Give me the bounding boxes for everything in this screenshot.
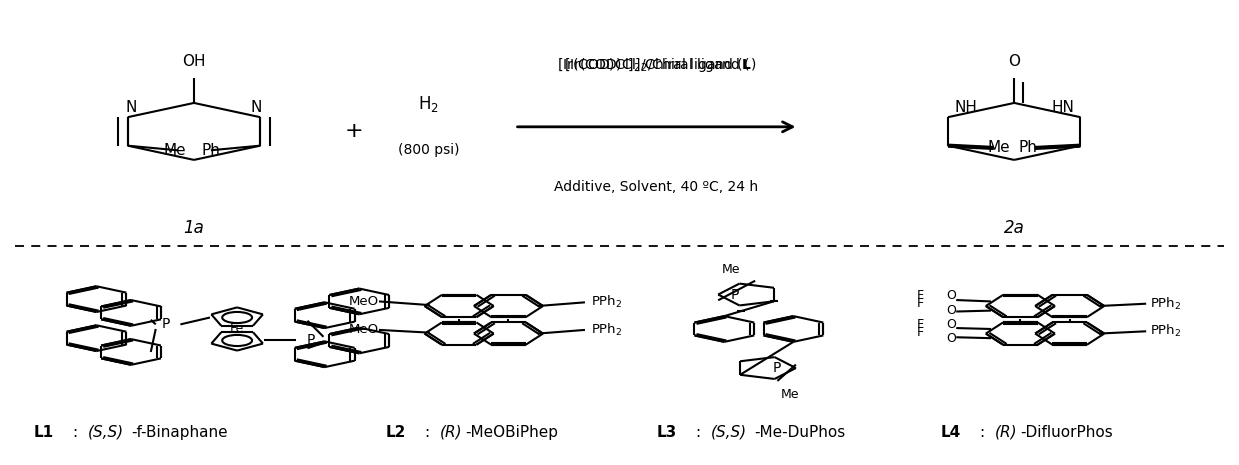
Text: Me: Me — [781, 388, 799, 401]
Text: -MeOBiPhep: -MeOBiPhep — [466, 425, 559, 440]
Text: Ph: Ph — [1018, 140, 1037, 155]
Text: L4: L4 — [940, 425, 960, 440]
Text: Me: Me — [164, 143, 186, 158]
Text: (R): (R) — [440, 425, 462, 440]
Text: F: F — [917, 318, 924, 331]
Text: :: : — [980, 425, 990, 440]
Text: PPh$_2$: PPh$_2$ — [1150, 296, 1181, 312]
Text: O: O — [1009, 54, 1020, 69]
Text: :: : — [425, 425, 435, 440]
Text: P: P — [307, 333, 316, 347]
Text: MeO: MeO — [349, 295, 379, 308]
Text: -Me-DuPhos: -Me-DuPhos — [755, 425, 845, 440]
Text: P: P — [731, 287, 738, 301]
Text: O: O — [947, 318, 957, 331]
Text: PPh$_2$: PPh$_2$ — [1150, 323, 1181, 339]
Text: MeO: MeO — [349, 323, 379, 336]
Text: [Ir(COD)Cl]$_2$/Chiral ligand (: [Ir(COD)Cl]$_2$/Chiral ligand ( — [564, 56, 750, 74]
Text: O: O — [947, 289, 957, 302]
Text: L1: L1 — [33, 425, 53, 440]
Text: F: F — [917, 326, 924, 339]
Text: PPh$_2$: PPh$_2$ — [591, 322, 622, 338]
Text: NH: NH — [954, 100, 978, 115]
Text: 2a: 2a — [1004, 219, 1025, 237]
Text: :: : — [696, 425, 706, 440]
Text: O: O — [947, 304, 957, 317]
Text: Me: Me — [721, 263, 740, 276]
Text: (S,S): (S,S) — [711, 425, 747, 440]
Text: 1a: 1a — [183, 219, 204, 237]
Text: (800 psi): (800 psi) — [398, 143, 460, 157]
Text: +: + — [344, 121, 363, 141]
Text: Ph: Ph — [202, 143, 221, 158]
Text: P: P — [773, 361, 781, 375]
Text: Me: Me — [987, 140, 1010, 155]
Text: :: : — [73, 425, 83, 440]
Text: OH: OH — [182, 54, 206, 69]
Text: PPh$_2$: PPh$_2$ — [591, 294, 622, 310]
Text: -f-Binaphane: -f-Binaphane — [131, 425, 228, 440]
Text: Additive, Solvent, 40 ºC, 24 h: Additive, Solvent, 40 ºC, 24 h — [554, 179, 758, 193]
Text: N: N — [125, 100, 138, 115]
Text: F: F — [917, 289, 924, 302]
Text: -DifluorPhos: -DifluorPhos — [1021, 425, 1113, 440]
Text: [Ir(COD)Cl]$_2$/Chiral ligand ($\mathbf{L}$): [Ir(COD)Cl]$_2$/Chiral ligand ($\mathbf{… — [556, 56, 757, 74]
Text: H$_2$: H$_2$ — [418, 94, 439, 114]
Text: L2: L2 — [385, 425, 405, 440]
Text: O: O — [947, 332, 957, 345]
Text: HN: HN — [1052, 100, 1074, 115]
Text: Fe: Fe — [230, 323, 244, 335]
Text: P: P — [161, 318, 170, 332]
Text: F: F — [917, 297, 924, 310]
Text: L3: L3 — [657, 425, 676, 440]
Text: (R): (R) — [995, 425, 1017, 440]
Text: (S,S): (S,S) — [88, 425, 124, 440]
Text: N: N — [250, 100, 263, 115]
